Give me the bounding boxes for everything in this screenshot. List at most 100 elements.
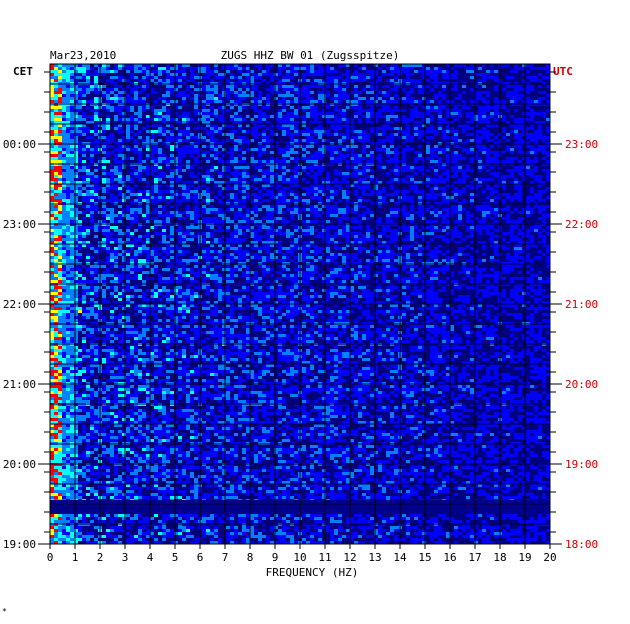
heatmap-cell <box>110 181 114 184</box>
heatmap-cell <box>470 145 474 148</box>
heatmap-cell <box>126 121 130 124</box>
heatmap-cell <box>530 139 534 142</box>
heatmap-cell <box>486 121 490 124</box>
heatmap-cell <box>442 154 446 157</box>
heatmap-cell <box>410 175 414 178</box>
heatmap-cell <box>54 109 58 112</box>
heatmap-cell <box>54 136 58 139</box>
heatmap-cell <box>266 64 270 67</box>
heatmap-cell <box>166 181 170 184</box>
heatmap-cell <box>102 70 106 73</box>
heatmap-cell <box>270 97 274 100</box>
heatmap-cell <box>338 160 342 163</box>
heatmap-cell <box>314 118 318 121</box>
heatmap-cell <box>270 79 274 82</box>
heatmap-cell <box>526 91 530 94</box>
heatmap-cell <box>134 67 138 70</box>
heatmap-cell <box>66 139 70 142</box>
heatmap-cell <box>290 133 294 136</box>
heatmap-cell <box>158 91 162 94</box>
heatmap-cell <box>366 127 370 130</box>
heatmap-cell <box>474 133 478 136</box>
heatmap-cell <box>122 151 126 154</box>
heatmap-cell <box>254 70 258 73</box>
heatmap-cell <box>354 91 358 94</box>
heatmap-cell <box>478 94 482 97</box>
heatmap-cell <box>134 85 138 88</box>
heatmap-cell <box>522 70 526 73</box>
heatmap-cell <box>478 148 482 151</box>
heatmap-cell <box>338 97 342 100</box>
heatmap-cell <box>78 139 82 142</box>
heatmap-cell <box>474 154 478 157</box>
heatmap-cell <box>214 181 218 184</box>
heatmap-cell <box>402 94 406 97</box>
heatmap-cell <box>170 127 174 130</box>
heatmap-cell <box>218 118 222 121</box>
heatmap-cell <box>270 118 274 121</box>
heatmap-cell <box>458 139 462 142</box>
heatmap-cell <box>234 115 238 118</box>
heatmap-cell <box>186 127 190 130</box>
heatmap-cell <box>242 64 246 67</box>
heatmap-cell <box>350 88 354 91</box>
heatmap-cell <box>166 115 170 118</box>
heatmap-cell <box>358 73 362 76</box>
heatmap-cell <box>94 148 98 151</box>
heatmap-cell <box>494 70 498 73</box>
heatmap-cell <box>150 112 154 115</box>
heatmap-cell <box>62 76 66 79</box>
heatmap-cell <box>450 175 454 178</box>
heatmap-cell <box>214 166 218 169</box>
heatmap-cell <box>146 70 150 73</box>
heatmap-cell <box>162 91 166 94</box>
heatmap-cell <box>282 133 286 136</box>
heatmap-cell <box>50 64 54 67</box>
heatmap-cell <box>474 94 478 97</box>
heatmap-cell <box>390 88 394 91</box>
heatmap-cell <box>310 94 314 97</box>
heatmap-cell <box>166 154 170 157</box>
heatmap-cell <box>482 127 486 130</box>
heatmap-cell <box>466 130 470 133</box>
heatmap-cell <box>126 151 130 154</box>
heatmap-cell <box>286 181 290 184</box>
heatmap-cell <box>50 115 54 118</box>
heatmap-cell <box>466 64 470 67</box>
heatmap-cell <box>378 124 382 127</box>
heatmap-cell <box>390 169 394 172</box>
heatmap-cell <box>482 175 486 178</box>
heatmap-cell <box>154 100 158 103</box>
heatmap-cell <box>338 121 342 124</box>
heatmap-cell <box>94 109 98 112</box>
heatmap-cell <box>390 94 394 97</box>
heatmap-cell <box>282 73 286 76</box>
heatmap-cell <box>466 121 470 124</box>
heatmap-cell <box>414 112 418 115</box>
heatmap-cell <box>194 130 198 133</box>
heatmap-cell <box>482 133 486 136</box>
heatmap-cell <box>238 73 242 76</box>
heatmap-cell <box>478 118 482 121</box>
heatmap-cell <box>70 178 74 181</box>
heatmap-cell <box>434 181 438 184</box>
heatmap-cell <box>314 100 318 103</box>
heatmap-cell <box>402 100 406 103</box>
heatmap-cell <box>66 94 70 97</box>
heatmap-cell <box>454 178 458 181</box>
heatmap-cell <box>502 124 506 127</box>
heatmap-cell <box>518 91 522 94</box>
heatmap-cell <box>242 172 246 175</box>
heatmap-cell <box>390 70 394 73</box>
heatmap-cell <box>154 76 158 79</box>
heatmap-cell <box>138 88 142 91</box>
heatmap-cell <box>514 172 518 175</box>
heatmap-cell <box>110 175 114 178</box>
heatmap-cell <box>142 88 146 91</box>
heatmap-cell <box>158 148 162 151</box>
heatmap-cell <box>466 154 470 157</box>
heatmap-cell <box>330 151 334 154</box>
heatmap-cell <box>530 157 534 160</box>
heatmap-cell <box>510 112 514 115</box>
heatmap-cell <box>390 172 394 175</box>
